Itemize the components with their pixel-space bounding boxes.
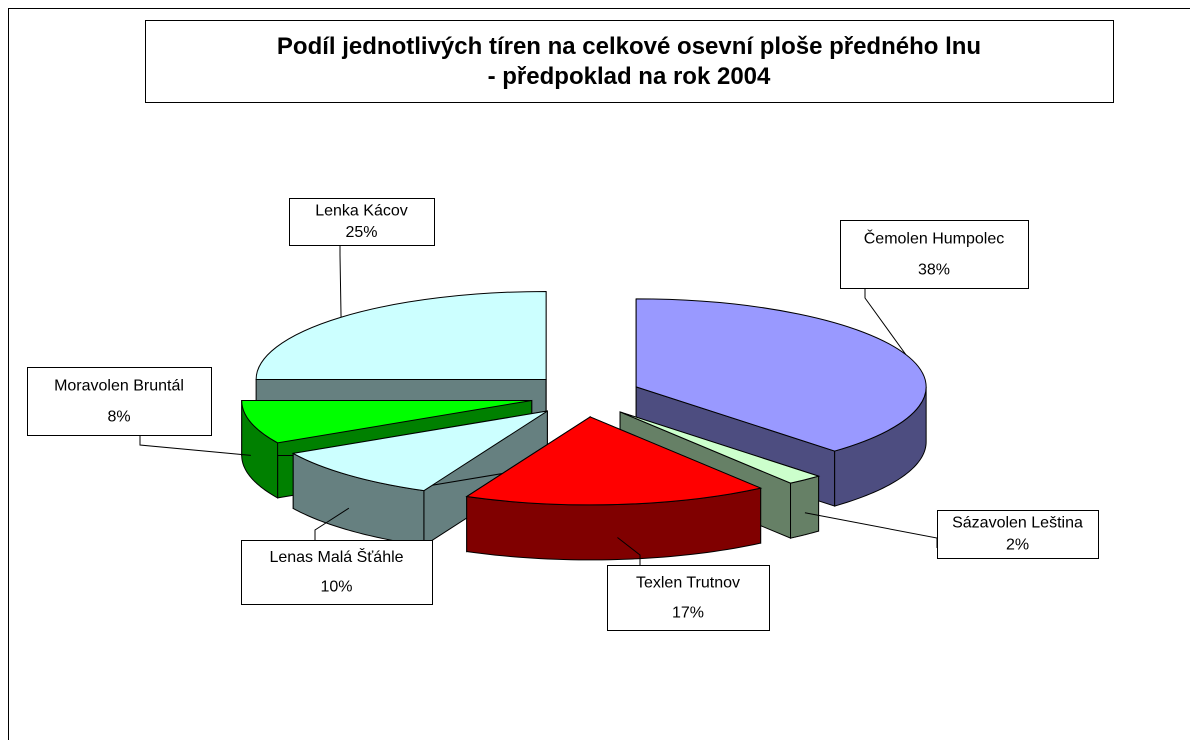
leader-line (617, 537, 641, 565)
leader-line (339, 245, 342, 318)
slice-top (241, 399, 532, 444)
label-box (607, 565, 770, 631)
slice-top (465, 416, 763, 506)
label-box (840, 220, 1029, 289)
leader-line (864, 288, 907, 355)
slice-side (790, 475, 820, 539)
label-value: 25% (345, 224, 377, 241)
title-box (145, 20, 1114, 103)
label-value: 38% (918, 262, 950, 279)
slice-top (291, 410, 548, 492)
label-name: Sázavolen Leština (952, 515, 1083, 532)
label-name: Čemolen Humpolec (864, 228, 1005, 247)
label-box (241, 540, 433, 605)
label-box (27, 367, 212, 436)
label-box (289, 198, 435, 246)
label-box (937, 510, 1099, 559)
label-name: Moravolen Bruntál (54, 377, 184, 394)
label-name: Texlen Trutnov (636, 574, 740, 591)
chart-frame (8, 8, 1190, 740)
label-value: 8% (107, 409, 130, 426)
slice (465, 415, 763, 561)
label-name: Lenas Malá Šťáhle (269, 547, 403, 566)
slice-top (619, 411, 821, 484)
leader-line (804, 512, 938, 548)
leader-line (314, 507, 350, 540)
label-value: 17% (672, 604, 704, 621)
chart-title: Podíl jednotlivých tíren na celkové osev… (277, 33, 981, 90)
label-value: 10% (320, 579, 352, 596)
label-name: Lenka Kácov (315, 202, 408, 219)
label-value: 2% (1006, 537, 1029, 554)
leader-line (139, 435, 251, 456)
slice-top (255, 290, 547, 380)
